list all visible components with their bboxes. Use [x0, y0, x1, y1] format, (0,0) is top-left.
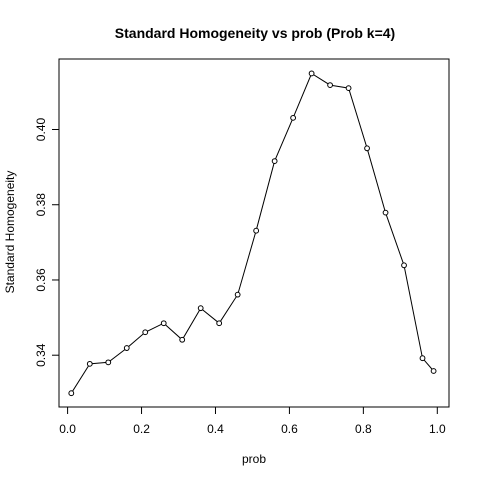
data-point [86, 360, 93, 367]
data-point [123, 345, 130, 351]
plot-frame [58, 58, 450, 408]
x-axis-label: prob [242, 452, 266, 466]
y-tick-label: 0.36 [34, 268, 48, 292]
data-point [68, 390, 75, 397]
data-point [327, 82, 333, 89]
data-point [308, 70, 315, 77]
y-tick-label: 0.34 [34, 343, 48, 367]
x-tick-label: 0.8 [355, 422, 372, 436]
data-point [160, 320, 167, 327]
data-point [253, 227, 260, 234]
x-axis: 0.0 0.2 0.4 0.6 0.8 1.0 [59, 407, 446, 436]
data-point [271, 158, 278, 164]
data-point [401, 262, 407, 269]
data-point [216, 320, 223, 327]
data-point [179, 336, 186, 343]
data-point [197, 305, 204, 312]
x-tick-label: 0.0 [59, 422, 76, 436]
y-tick-label: 0.38 [34, 193, 48, 217]
y-axis-label: Standard Homogeneity [3, 171, 17, 294]
data-point [419, 355, 426, 362]
data-point [142, 329, 149, 336]
data-point [105, 359, 112, 366]
y-tick-label: 0.40 [34, 117, 48, 141]
data-point [345, 85, 352, 92]
y-axis: 0.34 0.36 0.38 0.40 [34, 117, 59, 367]
data-point [430, 368, 437, 374]
data-point [364, 145, 370, 152]
chart-title: Standard Homogeneity vs prob (Prob k=4) [115, 25, 395, 41]
data-points [68, 70, 437, 397]
x-tick-label: 1.0 [429, 422, 446, 436]
data-point [382, 209, 389, 216]
x-tick-label: 0.4 [207, 422, 224, 436]
data-point [234, 291, 241, 298]
x-tick-label: 0.2 [133, 422, 150, 436]
data-point [290, 114, 297, 121]
x-tick-label: 0.6 [281, 422, 298, 436]
